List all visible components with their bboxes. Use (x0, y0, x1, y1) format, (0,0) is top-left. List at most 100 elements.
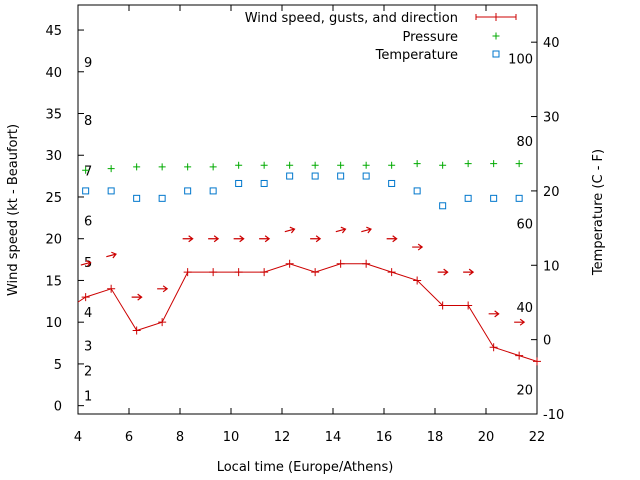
data-series (78, 160, 541, 366)
pressure-point (184, 163, 192, 171)
temperature-point (413, 187, 421, 195)
arrow-shape (284, 226, 296, 234)
temperature-point (209, 187, 217, 195)
temperature-point (158, 194, 166, 202)
legend-swatch-marker (492, 32, 500, 40)
x-tick-label: 20 (478, 430, 495, 445)
arrow-shape (131, 293, 143, 301)
wind-speed-point (260, 268, 269, 277)
pressure-point (413, 160, 421, 168)
wind-direction-arrow (157, 285, 169, 293)
temperature-point (388, 179, 396, 187)
y-axis-label: Wind speed (kt - Beaufort) (6, 124, 21, 296)
temperature-point (311, 172, 319, 180)
temperature-point (82, 187, 90, 195)
y2-tick-label: 30 (543, 111, 560, 126)
arrow-shape (412, 243, 424, 251)
x-tick-label: 6 (125, 430, 133, 445)
y2-tick-label: 20 (543, 185, 560, 200)
arrow-shape (310, 235, 322, 243)
y-tick-label: 35 (45, 108, 62, 123)
beaufort-label: 2 (84, 365, 92, 380)
x-tick-label: 14 (325, 430, 342, 445)
fahrenheit-label: 100 (508, 53, 533, 68)
wind-direction-arrow (488, 310, 500, 318)
axis-tick-labels: 4 6 8 10 12 14 16 18 20 22051015202530354045-1001… (45, 24, 564, 445)
wind-speed-point (464, 301, 473, 310)
wind-speed-point (183, 268, 192, 277)
wind-direction-arrows (80, 226, 526, 326)
wind-direction-arrow (80, 260, 92, 267)
wind-direction-arrow (335, 226, 347, 234)
arrow-shape (463, 268, 475, 276)
wind-speed-point (387, 268, 396, 277)
pressure-point (209, 163, 217, 171)
y-tick-label: 25 (45, 191, 62, 206)
pressure-point (490, 160, 498, 168)
axis-ticks (77, 5, 538, 415)
x-tick-label: 18 (427, 430, 444, 445)
wind-speed-point (234, 268, 243, 277)
pressure-point (235, 161, 243, 169)
temperature-point (362, 172, 370, 180)
arrow-shape (208, 235, 220, 243)
fahrenheit-label: 20 (516, 383, 533, 398)
legend-label: Pressure (402, 30, 458, 45)
legend-label: Temperature (375, 48, 458, 63)
beaufort-label: 4 (84, 306, 92, 321)
arrow-shape (514, 318, 526, 326)
temperature-point (286, 172, 294, 180)
temperature-point (260, 179, 268, 187)
y-tick-label: 30 (45, 149, 62, 164)
wind-direction-arrow (259, 235, 271, 243)
arrow-shape (80, 260, 92, 267)
wind-direction-arrow (514, 318, 526, 326)
fahrenheit-label: 60 (516, 218, 533, 233)
beaufort-label: 1 (84, 390, 92, 405)
pressure-point (337, 161, 345, 169)
temperature-point (439, 202, 447, 210)
x-tick-label: 10 (223, 430, 240, 445)
pressure-point (133, 163, 141, 171)
x-tick-label: 22 (529, 430, 546, 445)
beaufort-label: 9 (84, 56, 92, 71)
y-tick-label: 0 (54, 400, 62, 415)
wind-speed-point (209, 268, 218, 277)
wind-speed-point (158, 318, 167, 327)
y2-tick-label: 0 (543, 334, 551, 349)
wind-speed-point (132, 326, 141, 335)
pressure-point (362, 161, 370, 169)
wind-speed-point (362, 259, 371, 268)
wind-direction-arrow (310, 235, 322, 243)
wind-direction-arrow (233, 235, 245, 243)
arrow-shape (233, 235, 245, 243)
pressure-point (286, 161, 294, 169)
wind-speed-point (336, 259, 345, 268)
fahrenheit-label: 40 (516, 301, 533, 316)
wind-direction-arrow (412, 243, 424, 251)
temperature-point (184, 187, 192, 195)
wind-speed-point (533, 357, 541, 366)
beaufort-label: 6 (84, 214, 92, 229)
arrow-shape (335, 226, 347, 234)
temperature-point (107, 187, 115, 195)
y-tick-label: 5 (54, 358, 62, 373)
beaufort-label: 3 (84, 340, 92, 355)
y2-tick-label: -10 (543, 408, 564, 423)
temperature-point (515, 194, 523, 202)
temperature-point (337, 172, 345, 180)
wind-speed-point (311, 268, 320, 277)
y2-axis-label: Temperature (C - F) (591, 149, 606, 276)
legend-swatch-marker (492, 13, 500, 21)
y-tick-label: 40 (45, 66, 62, 81)
temperature-point (235, 179, 243, 187)
wind-direction-arrow (106, 251, 117, 259)
pressure-point (82, 166, 90, 174)
x-tick-label: 16 (376, 430, 393, 445)
legend-label: Wind speed, gusts, and direction (245, 11, 458, 26)
wind-speed-point (285, 259, 294, 268)
temperature-point (133, 194, 141, 202)
wind-speed-point (438, 301, 447, 310)
temperature-point (464, 194, 472, 202)
x-tick-label: 4 (74, 430, 82, 445)
